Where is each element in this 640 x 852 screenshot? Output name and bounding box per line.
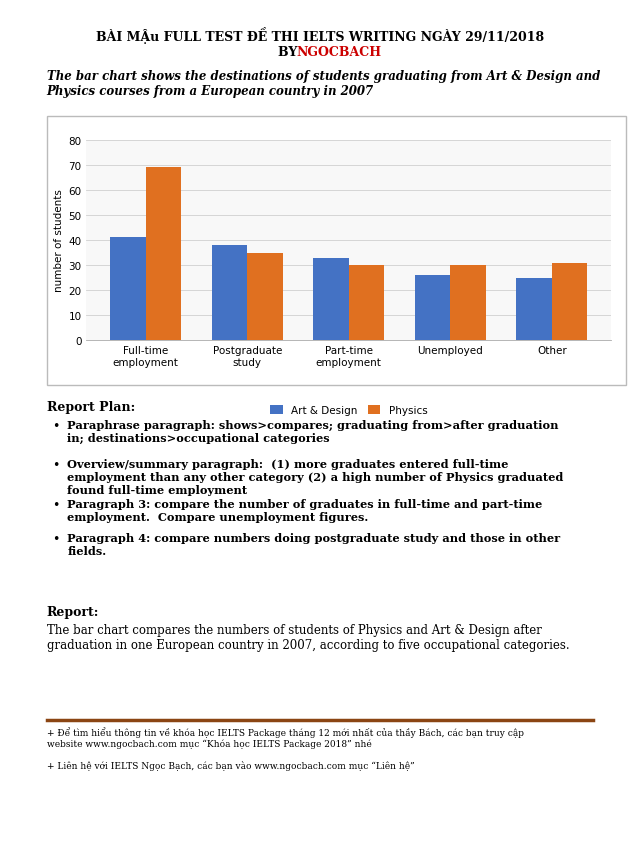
Bar xyxy=(212,245,247,341)
Text: Report:: Report: xyxy=(47,605,99,618)
Text: + Để tìm hiểu thông tin về khóa học IELTS Package tháng 12 mới nhất của thầy Bác: + Để tìm hiểu thông tin về khóa học IELT… xyxy=(47,726,524,748)
Y-axis label: number of students: number of students xyxy=(54,189,64,292)
Text: Paragraph 3: compare the number of graduates in full-time and part-time
employme: Paragraph 3: compare the number of gradu… xyxy=(67,498,543,522)
Bar xyxy=(313,258,349,341)
Text: BÀI MẬu FULL TEST ĐỀ THI IELTS WRITING NGÀY 29/11/2018: BÀI MẬu FULL TEST ĐỀ THI IELTS WRITING N… xyxy=(96,27,544,44)
Text: •: • xyxy=(52,532,60,545)
Text: The bar chart compares the numbers of students of Physics and Art & Design after: The bar chart compares the numbers of st… xyxy=(47,624,570,652)
Bar xyxy=(146,168,181,341)
Text: Overview/summary paragraph:  (1) more graduates entered full-time
employment tha: Overview/summary paragraph: (1) more gra… xyxy=(67,458,564,495)
Bar xyxy=(516,279,552,341)
Text: •: • xyxy=(52,419,60,432)
Text: Paraphrase paragraph: shows>compares; graduating from>after graduation
in; desti: Paraphrase paragraph: shows>compares; gr… xyxy=(67,419,559,443)
Bar xyxy=(552,263,588,341)
Bar xyxy=(451,266,486,341)
Text: The bar chart shows the destinations of students graduating from Art & Design an: The bar chart shows the destinations of … xyxy=(47,70,600,98)
Text: + Liên hệ với IELTS Ngọc Bạch, các bạn vào www.ngocbach.com mục “Liên hệ”: + Liên hệ với IELTS Ngọc Bạch, các bạn v… xyxy=(47,760,415,770)
Bar xyxy=(110,239,146,341)
Text: Report Plan:: Report Plan: xyxy=(47,400,135,413)
Text: •: • xyxy=(52,498,60,511)
Bar xyxy=(247,253,283,341)
Bar xyxy=(415,276,451,341)
Text: BY: BY xyxy=(278,46,302,60)
Text: •: • xyxy=(52,458,60,471)
Text: NGOCBACH: NGOCBACH xyxy=(296,46,381,60)
Text: Paragraph 4: compare numbers doing postgraduate study and those in other
fields.: Paragraph 4: compare numbers doing postg… xyxy=(67,532,561,556)
Bar xyxy=(349,266,385,341)
Legend: Art & Design, Physics: Art & Design, Physics xyxy=(266,401,431,420)
